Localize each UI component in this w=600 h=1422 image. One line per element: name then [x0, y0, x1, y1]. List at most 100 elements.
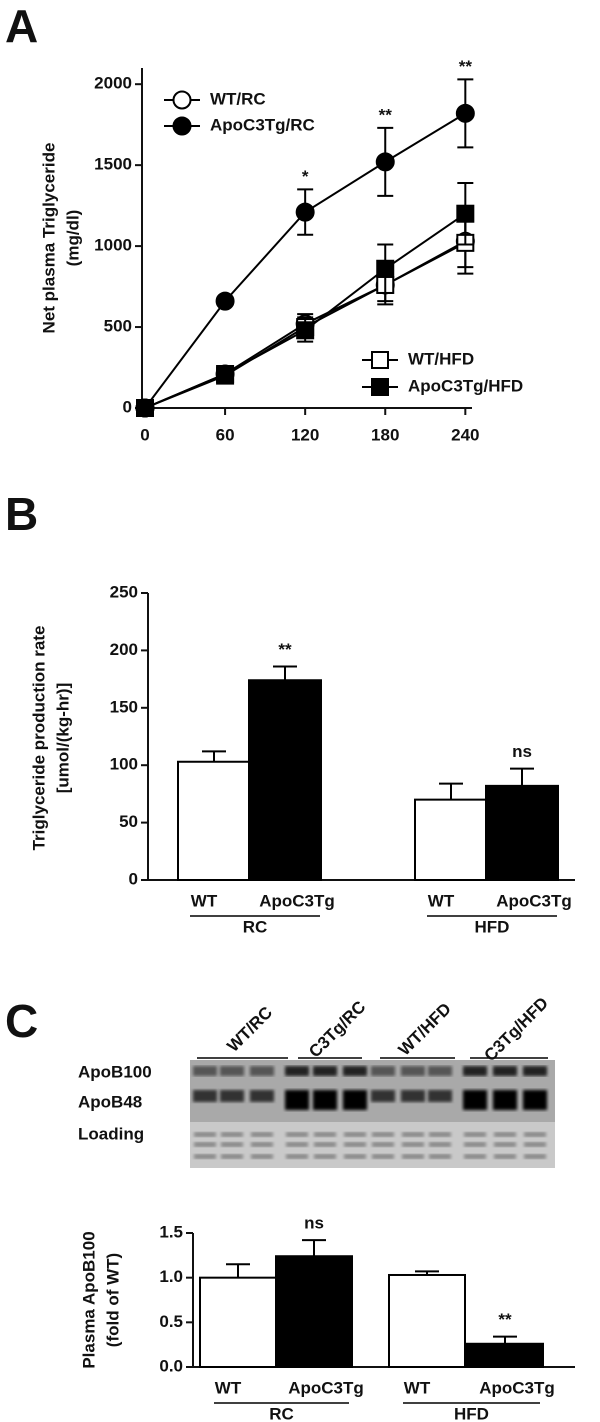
loading-band	[344, 1154, 366, 1159]
loading-band	[221, 1154, 243, 1159]
blot-group-label: WT/HFD	[395, 999, 455, 1059]
loading-band	[372, 1132, 394, 1137]
legend-label: ApoC3Tg/RC	[210, 115, 315, 134]
panel-label: B	[5, 488, 38, 540]
loading-band	[494, 1142, 516, 1147]
group-label: HFD	[454, 1404, 489, 1422]
loading-band	[286, 1132, 308, 1137]
bar	[485, 784, 559, 882]
band	[523, 1066, 547, 1076]
annotation: ns	[304, 1214, 324, 1233]
y-tick-label: 2000	[94, 74, 132, 93]
band	[371, 1090, 395, 1102]
loading-band	[344, 1142, 366, 1147]
band	[313, 1066, 337, 1076]
loading-band	[314, 1154, 336, 1159]
band	[220, 1066, 244, 1076]
y-tick-label: 0.0	[159, 1356, 183, 1375]
loading-band	[314, 1132, 336, 1137]
group-label: HFD	[475, 917, 510, 936]
band	[193, 1066, 217, 1076]
y-axis-label: Triglyceride production rate	[29, 626, 48, 851]
loading-band	[494, 1154, 516, 1159]
marker	[296, 321, 315, 340]
legend-marker	[371, 378, 389, 396]
y-tick-label: 100	[110, 755, 138, 774]
x-tick-label: WT	[428, 891, 455, 910]
annotation: *	[302, 167, 309, 186]
loading-band	[402, 1154, 424, 1159]
legend-marker	[172, 116, 192, 136]
loading-band	[402, 1142, 424, 1147]
group-label: RC	[269, 1404, 294, 1422]
y-tick-label: 1.0	[159, 1267, 183, 1286]
y-tick-label: 150	[110, 697, 138, 716]
band	[428, 1090, 452, 1102]
y-tick-label: 250	[110, 582, 138, 601]
bar	[199, 1276, 277, 1368]
y-tick-label: 0.5	[159, 1312, 183, 1331]
annotation: ns	[512, 742, 532, 761]
loading-band	[251, 1132, 273, 1137]
bar	[177, 760, 251, 881]
band	[343, 1066, 367, 1076]
band	[250, 1066, 274, 1076]
y-axis-label: [umol/(kg-hr)]	[53, 683, 72, 793]
blot-row-label: ApoB100	[78, 1062, 152, 1081]
annotation: **	[379, 105, 393, 124]
x-tick-label: ApoC3Tg	[288, 1378, 364, 1397]
annotation: **	[278, 640, 292, 659]
loading-band	[429, 1132, 451, 1137]
y-tick-label: 1000	[94, 236, 132, 255]
x-tick-label: WT	[191, 891, 218, 910]
band	[428, 1066, 452, 1076]
x-tick-label: ApoC3Tg	[479, 1378, 555, 1397]
band	[401, 1066, 425, 1076]
panel-label: A	[5, 0, 38, 52]
error-bar	[510, 767, 534, 786]
loading-band	[429, 1154, 451, 1159]
y-tick-label: 50	[119, 812, 138, 831]
band	[285, 1066, 309, 1076]
marker	[455, 103, 475, 123]
band	[193, 1090, 217, 1102]
loading-band	[194, 1154, 216, 1159]
band	[401, 1090, 425, 1102]
marker	[216, 365, 235, 383]
bar	[275, 1255, 353, 1369]
legend-marker	[371, 351, 389, 369]
error-bar	[273, 665, 297, 681]
band	[313, 1090, 337, 1110]
loading-band	[344, 1132, 366, 1137]
bar	[388, 1273, 466, 1369]
y-axis-label: Plasma ApoB100	[79, 1231, 98, 1368]
error-bar	[226, 1263, 250, 1278]
blot-row-label: ApoB48	[78, 1092, 142, 1111]
loading-band	[524, 1154, 546, 1159]
y-tick-label: 0	[123, 397, 132, 416]
marker	[295, 202, 315, 222]
band	[250, 1090, 274, 1102]
legend-label: WT/RC	[210, 89, 266, 108]
loading-band	[194, 1142, 216, 1147]
band	[285, 1090, 309, 1110]
loading-band	[286, 1142, 308, 1147]
y-tick-label: 1500	[94, 155, 132, 174]
y-tick-label: 500	[104, 317, 132, 336]
x-tick-label: ApoC3Tg	[259, 891, 335, 910]
loading-band	[464, 1132, 486, 1137]
loading-band	[286, 1154, 308, 1159]
x-tick-label: 120	[291, 425, 319, 444]
band	[343, 1090, 367, 1110]
legend-label: WT/HFD	[408, 349, 474, 368]
error-bar	[493, 1335, 517, 1344]
group-label: RC	[243, 917, 268, 936]
band	[371, 1066, 395, 1076]
loading-band	[464, 1142, 486, 1147]
bar	[414, 798, 488, 882]
loading-band	[372, 1142, 394, 1147]
band	[463, 1066, 487, 1076]
y-tick-label: 1.5	[159, 1222, 183, 1241]
error-bar	[302, 1239, 326, 1257]
